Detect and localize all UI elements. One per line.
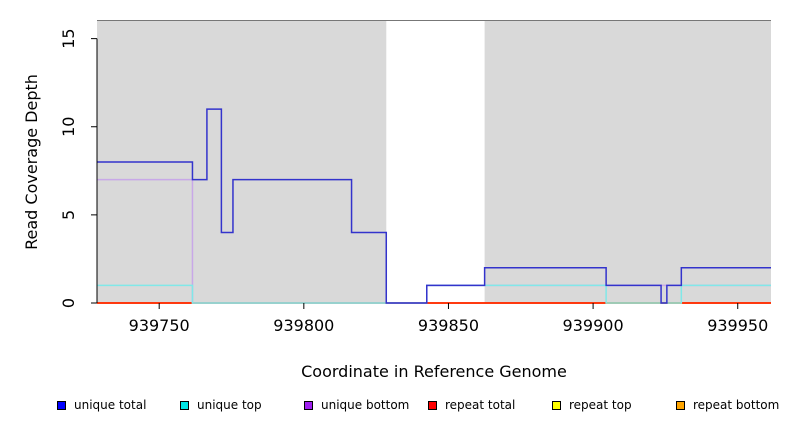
- legend-label: repeat bottom: [693, 398, 780, 412]
- legend-item-repeat-top: repeat top: [552, 398, 632, 412]
- legend-label: unique top: [197, 398, 262, 412]
- x-tick-label: 939900: [563, 316, 624, 335]
- legend-swatch: [304, 400, 313, 410]
- y-tick-label: 15: [59, 28, 78, 48]
- legend-item-unique-bottom: unique bottom: [304, 398, 409, 412]
- coverage-series: [97, 108, 771, 304]
- legend-label: unique bottom: [321, 398, 410, 412]
- shaded-region-2: [484, 20, 771, 303]
- x-tick-label: 939750: [129, 316, 190, 335]
- y-tick-label: 10: [59, 117, 78, 137]
- x-tick-label: 939950: [707, 316, 768, 335]
- x-axis: 939750 939800 939850 939900 939950: [129, 303, 768, 335]
- y-tick-label: 0: [59, 298, 78, 308]
- legend-item-unique-top: unique top: [180, 398, 262, 412]
- legend-swatch: [676, 400, 685, 410]
- legend-item-repeat-bottom: repeat bottom: [676, 398, 779, 412]
- legend: unique total unique top unique bottom repea…: [0, 398, 792, 420]
- shaded-regions: [97, 20, 771, 303]
- x-tick-label: 939850: [418, 316, 479, 335]
- legend-label: unique total: [74, 398, 147, 412]
- x-axis-title: Coordinate in Reference Genome: [301, 362, 567, 381]
- series-line-unique-total: [97, 108, 771, 304]
- x-tick-label: 939800: [273, 316, 334, 335]
- legend-swatch: [552, 400, 561, 410]
- legend-label: repeat top: [569, 398, 632, 412]
- legend-item-repeat-total: repeat total: [428, 398, 515, 412]
- legend-swatch: [180, 400, 189, 410]
- y-tick-label: 5: [59, 210, 78, 220]
- legend-item-unique-total: unique total: [57, 398, 146, 412]
- y-axis-title: Read Coverage Depth: [22, 74, 41, 250]
- series-line-unique-top: [97, 284, 771, 304]
- y-axis: 0 5 10 15: [59, 28, 98, 308]
- legend-label: repeat total: [445, 398, 516, 412]
- legend-swatch: [57, 400, 66, 410]
- legend-swatch: [428, 400, 437, 410]
